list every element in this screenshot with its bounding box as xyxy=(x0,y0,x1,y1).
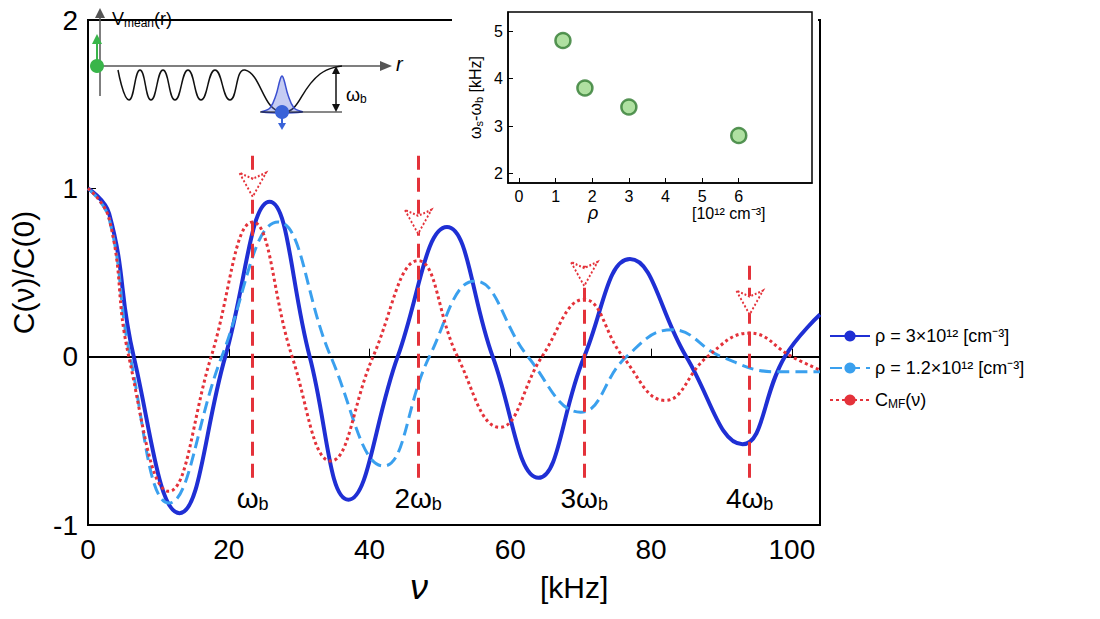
svg-text:C(ν)/C(0): C(ν)/C(0) xyxy=(7,211,40,334)
svg-text:ρ = 1.2×10¹² [cm⁻³]: ρ = 1.2×10¹² [cm⁻³] xyxy=(875,358,1024,378)
svg-text:5: 5 xyxy=(494,23,503,40)
svg-text:-1: -1 xyxy=(53,510,78,541)
svg-text:r: r xyxy=(396,53,404,75)
svg-text:ω: ω xyxy=(346,85,360,105)
svg-text:C: C xyxy=(875,390,888,410)
svg-text:[kHz]: [kHz] xyxy=(540,571,608,604)
svg-text:[10¹² cm⁻³]: [10¹² cm⁻³] xyxy=(692,205,765,222)
svg-text:-ω: -ω xyxy=(467,103,484,121)
svg-text:20: 20 xyxy=(213,534,244,565)
svg-text:1: 1 xyxy=(62,173,78,204)
svg-text:b: b xyxy=(472,97,485,104)
svg-text:4: 4 xyxy=(494,70,503,87)
svg-text:4: 4 xyxy=(661,188,670,205)
svg-text:b: b xyxy=(598,494,608,514)
svg-text:(r): (r) xyxy=(154,9,172,29)
svg-text:b: b xyxy=(432,494,442,514)
svg-text:3ω: 3ω xyxy=(560,483,597,514)
svg-text:6: 6 xyxy=(734,188,743,205)
svg-text:ω: ω xyxy=(237,483,259,514)
svg-text:mean: mean xyxy=(124,16,154,30)
svg-text:(ν): (ν) xyxy=(905,390,926,410)
svg-text:ν: ν xyxy=(410,566,428,607)
svg-text:80: 80 xyxy=(635,534,666,565)
svg-text:b: b xyxy=(360,92,367,106)
svg-text:2: 2 xyxy=(62,5,78,36)
svg-text:2: 2 xyxy=(588,188,597,205)
svg-text:b: b xyxy=(259,494,269,514)
svg-text:MF: MF xyxy=(888,397,905,411)
svg-text:V: V xyxy=(112,9,124,29)
svg-text:3: 3 xyxy=(494,118,503,135)
svg-text:ρ = 3×10¹² [cm⁻³]: ρ = 3×10¹² [cm⁻³] xyxy=(875,326,1009,346)
svg-text:b: b xyxy=(763,494,773,514)
svg-text:1: 1 xyxy=(551,188,560,205)
svg-text:ω: ω xyxy=(467,126,484,139)
svg-text:40: 40 xyxy=(354,534,385,565)
svg-text:5: 5 xyxy=(698,188,707,205)
svg-text:2: 2 xyxy=(494,165,503,182)
svg-text:3: 3 xyxy=(624,188,633,205)
svg-text:0: 0 xyxy=(515,188,524,205)
svg-text:60: 60 xyxy=(495,534,526,565)
svg-text:[kHz]: [kHz] xyxy=(467,56,484,97)
svg-text:s: s xyxy=(472,120,485,127)
svg-text:0: 0 xyxy=(62,341,78,372)
svg-text:4ω: 4ω xyxy=(726,483,763,514)
svg-text:0: 0 xyxy=(80,534,96,565)
svg-text:100: 100 xyxy=(768,534,815,565)
svg-text:2ω: 2ω xyxy=(394,483,431,514)
svg-text:ρ: ρ xyxy=(587,203,598,223)
